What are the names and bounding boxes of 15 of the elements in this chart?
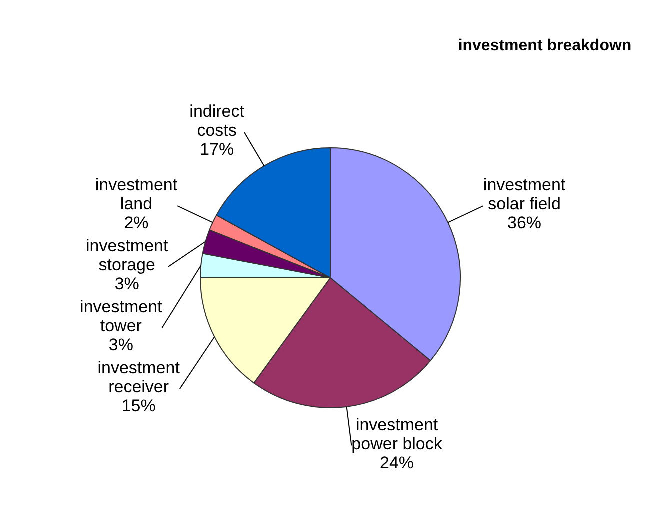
data-label: 17%	[200, 140, 234, 160]
slice-label: investment land	[95, 176, 178, 214]
data-label: 3%	[114, 274, 140, 294]
data-label: 15%	[122, 396, 156, 416]
data-label: 2%	[124, 214, 149, 233]
data-label: 3%	[108, 336, 134, 355]
data-label: 36%	[508, 214, 542, 233]
slice-label: investment tower	[80, 298, 163, 336]
slice-label: investment power block	[352, 415, 443, 454]
slice-label: investment receiver	[98, 358, 180, 397]
slice-label: investment solar field	[483, 176, 566, 214]
slice-label: indirect costs	[190, 102, 245, 140]
chart-title: investment breakdown	[458, 37, 632, 54]
slice-label: investment storage	[86, 236, 168, 275]
data-label: 24%	[380, 453, 414, 472]
